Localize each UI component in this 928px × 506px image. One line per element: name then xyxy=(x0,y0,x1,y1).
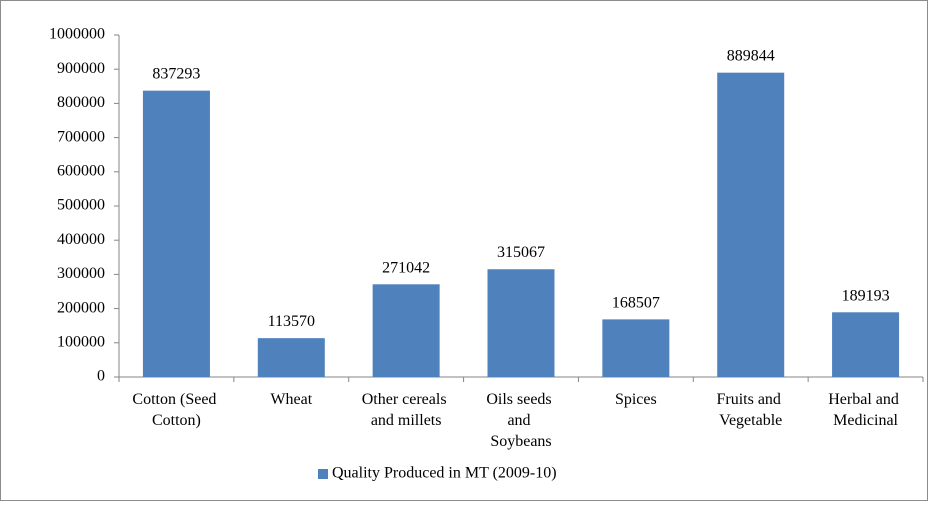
x-tick-label: Wheat xyxy=(270,391,312,408)
legend-label: Quality Produced in MT (2009-10) xyxy=(332,465,557,482)
y-tick-label: 100000 xyxy=(57,333,105,350)
data-label: 271042 xyxy=(382,259,430,276)
bar xyxy=(257,338,325,377)
bar xyxy=(372,284,440,377)
x-tick-label: Other cereals and millets xyxy=(362,391,451,429)
x-tick-label: Fruits and Vegetable xyxy=(716,391,784,429)
bar xyxy=(832,312,900,377)
legend-swatch xyxy=(318,469,328,479)
x-tick-label: Herbal and Medicinal xyxy=(828,391,903,429)
data-label: 168507 xyxy=(612,294,660,311)
bar xyxy=(142,90,210,377)
x-tick-label: Oils seeds and Soybeans xyxy=(486,391,555,450)
y-tick-label: 200000 xyxy=(57,299,105,316)
data-label: 113570 xyxy=(268,313,315,330)
data-label: 889844 xyxy=(727,48,775,65)
y-tick-label: 1000000 xyxy=(49,26,105,43)
data-label: 315067 xyxy=(497,244,545,261)
y-tick-label: 500000 xyxy=(57,197,105,214)
bar xyxy=(487,269,555,377)
y-tick-label: 800000 xyxy=(57,94,105,111)
y-tick-label: 0 xyxy=(97,368,105,385)
y-tick-label: 400000 xyxy=(57,231,105,248)
bar xyxy=(717,72,785,378)
y-tick-label: 900000 xyxy=(57,60,105,77)
y-tick-label: 300000 xyxy=(57,265,105,282)
y-tick-label: 600000 xyxy=(57,162,105,179)
data-label: 837293 xyxy=(152,66,200,83)
bar xyxy=(602,319,670,377)
x-tick-label: Cotton (Seed Cotton) xyxy=(132,391,220,429)
y-tick-label: 700000 xyxy=(57,128,105,145)
x-tick-label: Spices xyxy=(615,391,657,408)
data-label: 189193 xyxy=(842,287,890,304)
